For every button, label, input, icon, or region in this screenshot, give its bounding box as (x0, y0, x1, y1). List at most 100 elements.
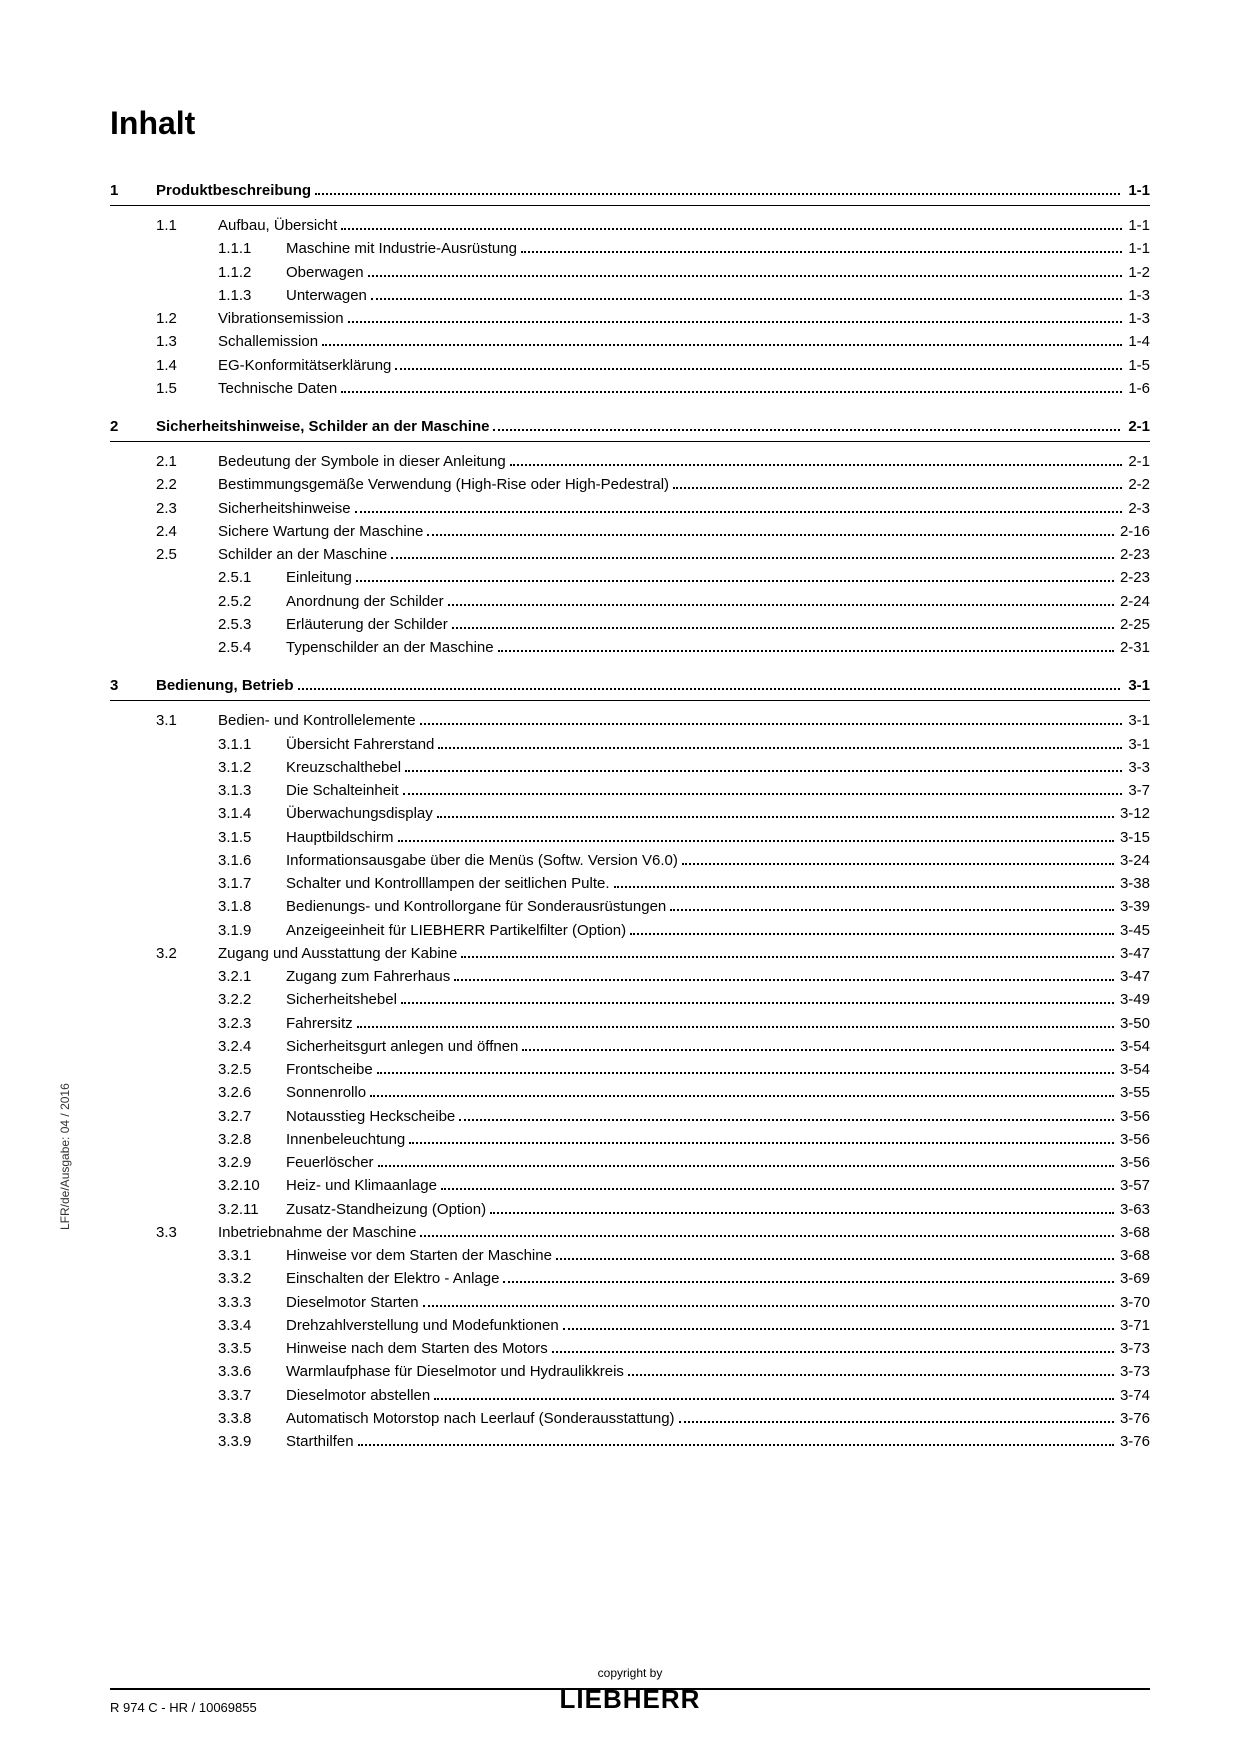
chapter-title-line: Bedienung, Betrieb3-1 (156, 677, 1150, 694)
leader-dots (341, 382, 1122, 393)
leader-dots (420, 1226, 1114, 1237)
section-title-line: Bedeutung der Symbole in dieser Anleitun… (218, 450, 1150, 473)
subsection-number: 3.2.7 (218, 1105, 286, 1128)
leader-dots (368, 266, 1123, 277)
subsection-page-ref: 2-24 (1118, 590, 1150, 613)
leader-dots (437, 808, 1114, 819)
leader-dots (348, 313, 1123, 324)
toc-subsection-row: 3.3.4Drehzahlverstellung und Modefunktio… (218, 1314, 1150, 1337)
subsection-number: 3.3.6 (218, 1360, 286, 1383)
section-title-text: Aufbau, Übersicht (218, 214, 337, 237)
subsection-title-text: Informationsausgabe über die Menüs (Soft… (286, 849, 678, 872)
leader-dots (355, 502, 1123, 513)
subsection-title-text: Maschine mit Industrie-Ausrüstung (286, 237, 517, 260)
subsection-title-line: Übersicht Fahrerstand3-1 (286, 733, 1150, 756)
subsection-title-text: Innenbeleuchtung (286, 1128, 405, 1151)
subsection-title-text: Erläuterung der Schilder (286, 613, 448, 636)
subsection-number: 3.1.9 (218, 919, 286, 942)
leader-dots (356, 572, 1114, 583)
subsection-number: 3.1.2 (218, 756, 286, 779)
section-title-text: Zugang und Ausstattung der Kabine (218, 942, 457, 965)
section-page-ref: 1-1 (1126, 214, 1150, 237)
section-page-ref: 2-1 (1126, 450, 1150, 473)
subsection-page-ref: 3-56 (1118, 1105, 1150, 1128)
toc-subsection-row: 3.1.6Informationsausgabe über die Menüs … (218, 849, 1150, 872)
subsection-page-ref: 3-70 (1118, 1291, 1150, 1314)
copyright-text: copyright by (560, 1666, 701, 1680)
chapter-title-text: Bedienung, Betrieb (156, 677, 294, 694)
section-title-text: EG-Konformitätserklärung (218, 354, 391, 377)
chapter-title-line: Sicherheitshinweise, Schilder an der Mas… (156, 418, 1150, 435)
subsection-page-ref: 3-63 (1118, 1198, 1150, 1221)
table-of-contents: 1Produktbeschreibung1-11.1Aufbau, Übersi… (110, 182, 1150, 1453)
subsection-page-ref: 2-23 (1118, 566, 1150, 589)
toc-subsection-row: 3.1.5Hauptbildschirm3-15 (218, 826, 1150, 849)
leader-dots (341, 220, 1122, 231)
subsection-title-line: Sonnenrollo3-55 (286, 1081, 1150, 1104)
leader-dots (401, 994, 1114, 1005)
leader-dots (498, 642, 1114, 653)
subsection-number: 3.1.8 (218, 895, 286, 918)
subsection-title-line: Maschine mit Industrie-Ausrüstung1-1 (286, 237, 1150, 260)
subsection-title-text: Warmlaufphase für Dieselmotor und Hydrau… (286, 1360, 624, 1383)
subsection-title-text: Hauptbildschirm (286, 826, 394, 849)
toc-section-row: 3.2Zugang und Ausstattung der Kabine3-47 (156, 942, 1150, 965)
section-page-ref: 1-6 (1126, 377, 1150, 400)
side-edition-text: LFR/de/Ausgabe: 04 / 2016 (58, 1083, 72, 1230)
chapter-title-text: Produktbeschreibung (156, 182, 311, 199)
sections-wrap: 1.1Aufbau, Übersicht1-11.1.1Maschine mit… (156, 214, 1150, 400)
chapter-number: 2 (110, 418, 156, 435)
toc-subsection-row: 3.3.2Einschalten der Elektro - Anlage3-6… (218, 1267, 1150, 1290)
section-title-text: Sichere Wartung der Maschine (218, 520, 423, 543)
section-page-ref: 2-23 (1118, 543, 1150, 566)
subsection-title-line: Informationsausgabe über die Menüs (Soft… (286, 849, 1150, 872)
leader-dots (614, 878, 1114, 889)
subsection-title-line: Zusatz-Standheizung (Option)3-63 (286, 1198, 1150, 1221)
subsection-number: 3.1.7 (218, 872, 286, 895)
section-title-text: Sicherheitshinweise (218, 497, 351, 520)
toc-section-row: 2.5Schilder an der Maschine2-23 (156, 543, 1150, 566)
leader-dots (423, 1296, 1114, 1307)
section-title-line: Inbetriebnahme der Maschine3-68 (218, 1221, 1150, 1244)
section-title-text: Bedeutung der Symbole in dieser Anleitun… (218, 450, 506, 473)
subsection-number: 3.3.7 (218, 1384, 286, 1407)
toc-section-row: 1.3Schallemission1-4 (156, 330, 1150, 353)
toc-chapter-row: 3Bedienung, Betrieb3-1 (110, 677, 1150, 694)
subsection-title-line: Hinweise vor dem Starten der Maschine3-6… (286, 1244, 1150, 1267)
subsection-title-line: Fahrersitz3-50 (286, 1012, 1150, 1035)
subsection-page-ref: 2-31 (1118, 636, 1150, 659)
chapter-page-ref: 1-1 (1124, 182, 1150, 199)
leader-dots (459, 1110, 1114, 1121)
section-title-line: Bestimmungsgemäße Verwendung (High-Rise … (218, 473, 1150, 496)
subsection-number: 3.2.10 (218, 1174, 286, 1197)
subsection-title-line: Die Schalteinheit3-7 (286, 779, 1150, 802)
subsection-page-ref: 3-54 (1118, 1058, 1150, 1081)
subsection-number: 3.2.4 (218, 1035, 286, 1058)
section-title-text: Bedien- und Kontrollelemente (218, 709, 416, 732)
subsection-page-ref: 3-73 (1118, 1360, 1150, 1383)
leader-dots (395, 359, 1122, 370)
section-number: 2.1 (156, 450, 218, 473)
subsection-number: 3.3.5 (218, 1337, 286, 1360)
section-number: 1.1 (156, 214, 218, 237)
subsection-title-text: Frontscheibe (286, 1058, 373, 1081)
section-number: 2.4 (156, 520, 218, 543)
subsection-title-line: Dieselmotor Starten3-70 (286, 1291, 1150, 1314)
subsection-page-ref: 3-47 (1118, 965, 1150, 988)
subsection-title-text: Typenschilder an der Maschine (286, 636, 494, 659)
toc-subsection-row: 2.5.2Anordnung der Schilder2-24 (218, 590, 1150, 613)
subsection-number: 3.2.8 (218, 1128, 286, 1151)
subsection-page-ref: 3-55 (1118, 1081, 1150, 1104)
toc-section-row: 2.1Bedeutung der Symbole in dieser Anlei… (156, 450, 1150, 473)
subsection-title-text: Einleitung (286, 566, 352, 589)
subsection-page-ref: 3-68 (1118, 1244, 1150, 1267)
leader-dots (452, 618, 1114, 629)
section-number: 1.5 (156, 377, 218, 400)
subsection-page-ref: 3-38 (1118, 872, 1150, 895)
leader-dots (556, 1250, 1114, 1261)
sections-wrap: 3.1Bedien- und Kontrollelemente3-13.1.1Ü… (156, 709, 1150, 1453)
subsection-page-ref: 2-25 (1118, 613, 1150, 636)
toc-section-row: 1.2Vibrationsemission1-3 (156, 307, 1150, 330)
toc-chapter-row: 1Produktbeschreibung1-1 (110, 182, 1150, 199)
subsection-page-ref: 3-76 (1118, 1430, 1150, 1453)
